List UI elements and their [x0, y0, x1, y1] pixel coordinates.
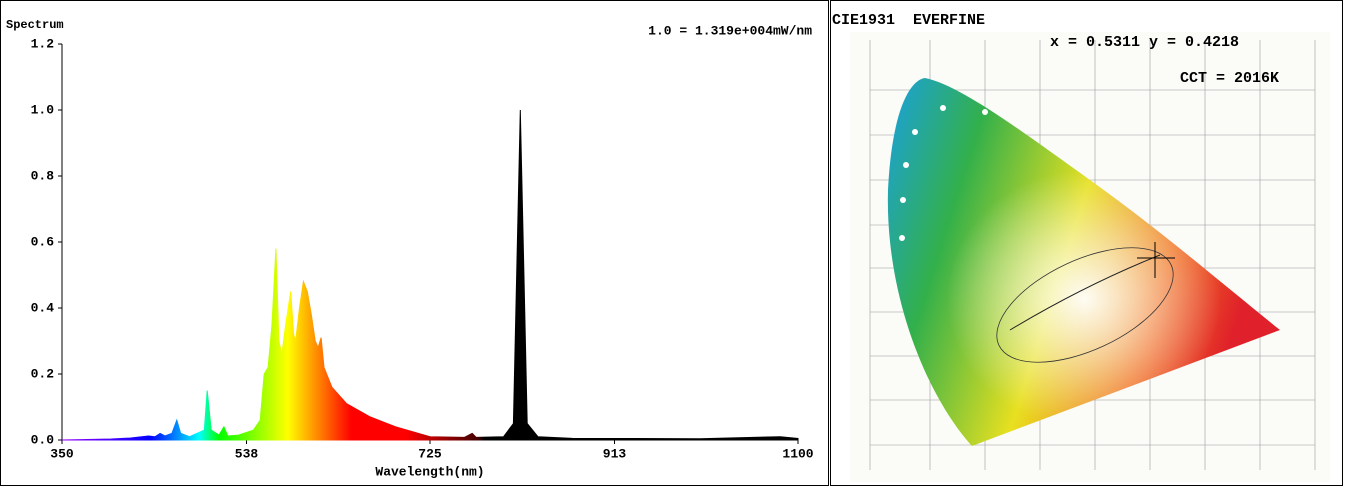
- x-axis-label: Wavelength(nm): [375, 464, 484, 479]
- planckian-locus: [1009, 254, 1161, 331]
- cie-title: CIE1931 EVERFINE: [832, 12, 985, 29]
- chart-title: Spectrum: [6, 18, 64, 32]
- scale-annotation: 1.0 = 1.319e+004mW/nm: [648, 23, 812, 38]
- x-tick-label: 725: [418, 446, 442, 461]
- cie-diagram: CIE1931 EVERFINE x = 0.5311 y = 0.4218 C…: [832, 12, 1330, 482]
- spectrum-panel: [0, 0, 829, 486]
- y-tick-label: 0.4: [31, 300, 55, 315]
- white-point-glow: [887, 78, 1280, 446]
- x-tick-label: 1100: [782, 446, 813, 461]
- y-tick-label: 0.6: [31, 234, 55, 249]
- y-tick-label: 1.2: [31, 36, 55, 51]
- locus-dots: [899, 105, 988, 241]
- y-tick-label: 1.0: [31, 102, 55, 117]
- x-tick-label: 350: [50, 446, 74, 461]
- cie-cct: CCT = 2016K: [1180, 70, 1279, 87]
- cie-coordinates: x = 0.5311 y = 0.4218: [1050, 34, 1239, 51]
- spectrum-area: [61, 109, 799, 441]
- planckian-region: [996, 247, 1174, 363]
- y-tick-label: 0.8: [31, 168, 55, 183]
- y-tick-label: 0.0: [31, 432, 55, 447]
- measurement-cross: [1137, 242, 1175, 278]
- y-tick-label: 0.2: [31, 366, 55, 381]
- x-tick-label: 913: [603, 446, 627, 461]
- x-tick-label: 538: [235, 446, 259, 461]
